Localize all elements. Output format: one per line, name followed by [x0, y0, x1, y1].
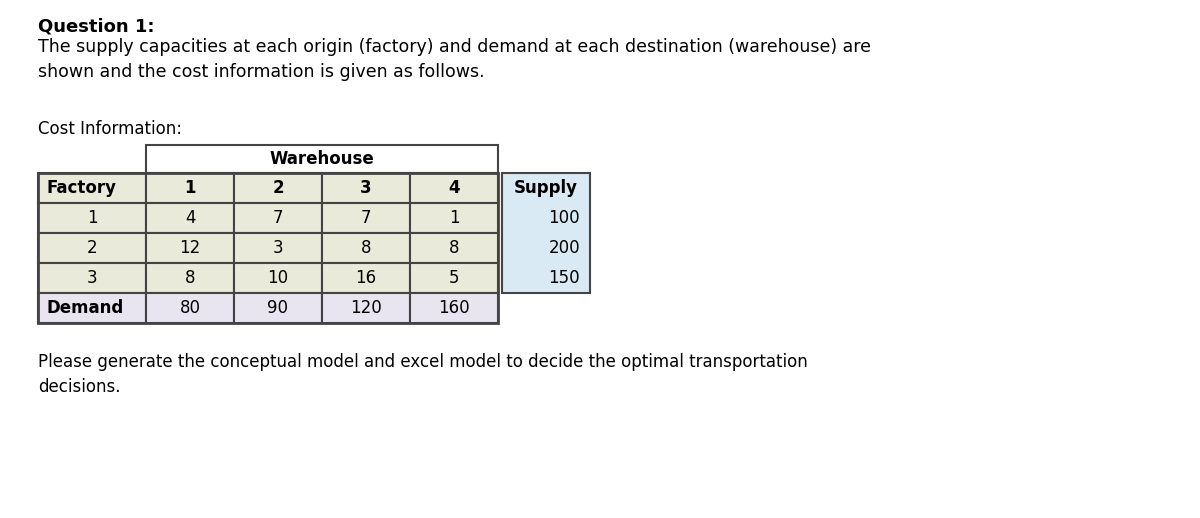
Text: 16: 16 [355, 269, 377, 287]
Bar [146, 263, 234, 293]
Bar [146, 233, 234, 263]
Text: 3: 3 [86, 269, 97, 287]
Text: Demand: Demand [46, 299, 124, 317]
Text: 1: 1 [185, 179, 196, 197]
Bar [38, 173, 146, 203]
Text: 1: 1 [86, 209, 97, 227]
Bar [502, 173, 590, 293]
Bar [322, 263, 410, 293]
Bar [38, 203, 146, 233]
Text: 90: 90 [268, 299, 288, 317]
Text: 3: 3 [360, 179, 372, 197]
Bar [410, 293, 498, 323]
Text: 150: 150 [548, 269, 580, 287]
Bar [322, 173, 410, 203]
Text: 12: 12 [179, 239, 200, 257]
Bar [322, 203, 410, 233]
Text: The supply capacities at each origin (factory) and demand at each destination (w: The supply capacities at each origin (fa… [38, 38, 871, 81]
Text: Supply: Supply [514, 179, 578, 197]
Bar [410, 203, 498, 233]
Text: Factory: Factory [46, 179, 116, 197]
Text: Please generate the conceptual model and excel model to decide the optimal trans: Please generate the conceptual model and… [38, 353, 808, 396]
Text: 100: 100 [548, 209, 580, 227]
Bar [38, 173, 498, 323]
Bar [146, 145, 498, 173]
Text: Cost Information:: Cost Information: [38, 120, 182, 138]
Text: 4: 4 [185, 209, 196, 227]
Bar [146, 173, 234, 203]
Text: Question 1:: Question 1: [38, 18, 155, 36]
Text: 120: 120 [350, 299, 382, 317]
Bar [234, 233, 322, 263]
Text: Warehouse: Warehouse [270, 150, 374, 168]
Bar [234, 173, 322, 203]
Bar [38, 293, 146, 323]
Bar [410, 263, 498, 293]
Bar [322, 233, 410, 263]
Text: 4: 4 [448, 179, 460, 197]
Text: 3: 3 [272, 239, 283, 257]
Bar [410, 233, 498, 263]
Text: 2: 2 [86, 239, 97, 257]
Text: 7: 7 [361, 209, 371, 227]
Text: 2: 2 [272, 179, 284, 197]
Text: 8: 8 [361, 239, 371, 257]
Text: 7: 7 [272, 209, 283, 227]
Text: 160: 160 [438, 299, 470, 317]
Bar [38, 263, 146, 293]
Bar [234, 263, 322, 293]
Bar [146, 293, 234, 323]
Text: 8: 8 [185, 269, 196, 287]
Text: 8: 8 [449, 239, 460, 257]
Bar [234, 293, 322, 323]
Bar [322, 293, 410, 323]
Text: 200: 200 [548, 239, 580, 257]
Text: 80: 80 [180, 299, 200, 317]
Bar [410, 173, 498, 203]
Text: 5: 5 [449, 269, 460, 287]
Bar [146, 203, 234, 233]
Bar [38, 233, 146, 263]
Text: 1: 1 [449, 209, 460, 227]
Bar [234, 203, 322, 233]
Text: 10: 10 [268, 269, 288, 287]
